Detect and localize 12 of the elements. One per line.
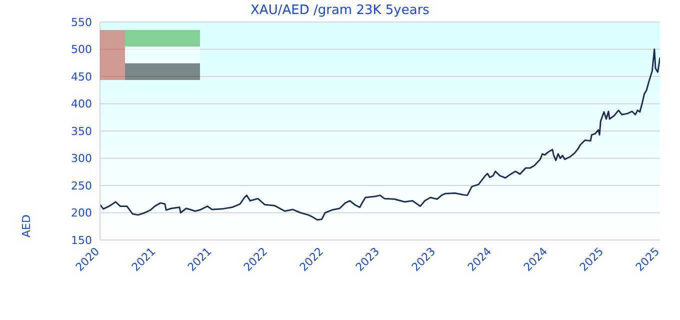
- y-tick-label: 200: [71, 206, 92, 220]
- y-tick-label: 350: [71, 124, 92, 138]
- y-tick-label: 450: [71, 70, 92, 84]
- line-series: [100, 48, 660, 221]
- y-tick-label: 150: [71, 234, 92, 247]
- y-tick-label: 500: [71, 43, 92, 56]
- y-tick-label: 250: [71, 179, 92, 192]
- y-tick-label: 400: [71, 98, 92, 111]
- y-tick-label: 550: [71, 16, 92, 29]
- y-axis-title: AED: [20, 214, 33, 238]
- y-tick-label: 300: [71, 152, 92, 166]
- chart-title: XAU/AED /gram 23K 5years: [250, 3, 430, 18]
